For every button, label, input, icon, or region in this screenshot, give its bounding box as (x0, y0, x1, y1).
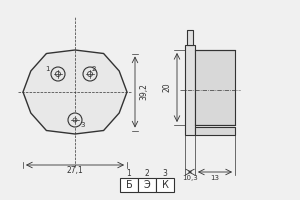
Circle shape (83, 67, 97, 81)
Bar (120, 178, 138, 192)
Text: 1: 1 (45, 66, 50, 72)
Bar (187, 30, 193, 45)
Bar (138, 178, 156, 192)
Bar (195, 127, 235, 135)
Text: 1: 1 (127, 170, 131, 178)
Text: 27,1: 27,1 (67, 166, 83, 175)
PathPatch shape (23, 50, 127, 134)
Bar (195, 50, 235, 125)
Text: 3: 3 (80, 122, 85, 128)
Text: 2: 2 (92, 66, 96, 72)
Circle shape (51, 67, 65, 81)
Text: 13: 13 (211, 175, 220, 181)
Text: Э: Э (144, 180, 150, 190)
Text: 20: 20 (163, 83, 172, 92)
Circle shape (68, 113, 82, 127)
Text: 2: 2 (145, 170, 149, 178)
Bar (185, 45, 195, 135)
Bar (156, 178, 174, 192)
Text: 3: 3 (163, 170, 167, 178)
Text: К: К (162, 180, 168, 190)
Text: 39,2: 39,2 (139, 84, 148, 100)
Text: Б: Б (126, 180, 132, 190)
Text: 10,3: 10,3 (182, 175, 198, 181)
